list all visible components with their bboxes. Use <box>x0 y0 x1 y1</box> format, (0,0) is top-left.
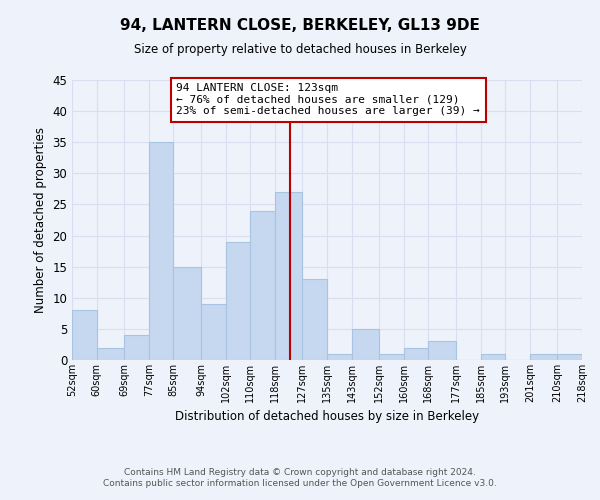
Bar <box>149 142 173 360</box>
Bar <box>201 304 226 360</box>
Text: 94, LANTERN CLOSE, BERKELEY, GL13 9DE: 94, LANTERN CLOSE, BERKELEY, GL13 9DE <box>120 18 480 32</box>
X-axis label: Distribution of detached houses by size in Berkeley: Distribution of detached houses by size … <box>175 410 479 424</box>
Bar <box>173 266 201 360</box>
Bar <box>250 210 275 360</box>
Bar <box>327 354 352 360</box>
Y-axis label: Number of detached properties: Number of detached properties <box>34 127 47 313</box>
Bar <box>124 335 149 360</box>
Text: Size of property relative to detached houses in Berkeley: Size of property relative to detached ho… <box>134 42 466 56</box>
Bar <box>97 348 124 360</box>
Bar <box>72 310 97 360</box>
Bar <box>352 329 379 360</box>
Bar <box>428 342 456 360</box>
Bar <box>557 354 582 360</box>
Bar <box>302 279 327 360</box>
Bar <box>226 242 250 360</box>
Bar <box>404 348 428 360</box>
Bar <box>275 192 302 360</box>
Text: Contains HM Land Registry data © Crown copyright and database right 2024.
Contai: Contains HM Land Registry data © Crown c… <box>103 468 497 487</box>
Bar <box>530 354 557 360</box>
Text: 94 LANTERN CLOSE: 123sqm
← 76% of detached houses are smaller (129)
23% of semi-: 94 LANTERN CLOSE: 123sqm ← 76% of detach… <box>176 83 480 116</box>
Bar <box>481 354 505 360</box>
Bar <box>379 354 404 360</box>
